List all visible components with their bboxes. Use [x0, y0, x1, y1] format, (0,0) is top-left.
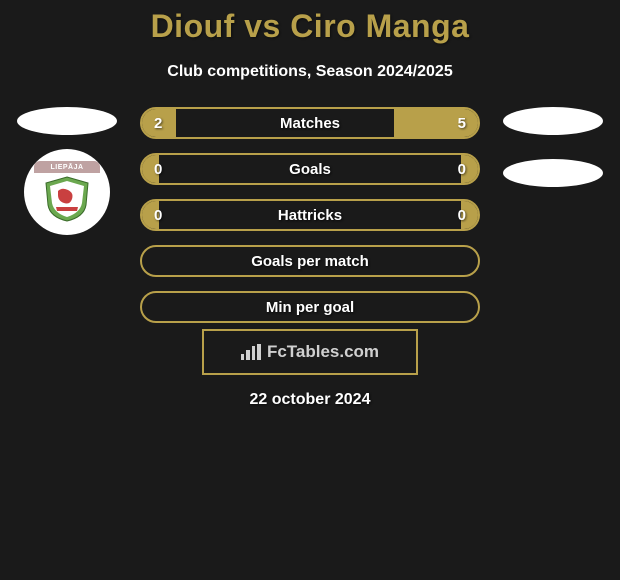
badge-shield: [42, 175, 92, 223]
stats-column: 2 Matches 5 0 Goals 0 0 Hattricks 0 Goal…: [140, 107, 480, 323]
comparison-widget: Diouf vs Ciro Manga Club competitions, S…: [0, 0, 620, 409]
bars-icon: [241, 344, 261, 360]
stat-right-value: 0: [458, 207, 466, 224]
stat-right-value: 0: [458, 161, 466, 178]
player-pill-right-2: [503, 159, 603, 187]
page-title: Diouf vs Ciro Manga: [151, 8, 470, 45]
watermark[interactable]: FcTables.com: [202, 329, 418, 375]
subtitle: Club competitions, Season 2024/2025: [167, 63, 452, 81]
shield-icon: [42, 175, 92, 223]
content-row: LIEPĀJA 2 Matches: [0, 107, 620, 323]
stat-bar-matches: 2 Matches 5: [140, 107, 480, 139]
stat-label: Hattricks: [142, 207, 478, 224]
stat-label: Matches: [142, 115, 478, 132]
stat-bar-mpg: Min per goal: [140, 291, 480, 323]
date-text: 22 october 2024: [250, 391, 371, 409]
stat-bar-gpm: Goals per match: [140, 245, 480, 277]
stat-label: Goals: [142, 161, 478, 178]
stat-bar-hattricks: 0 Hattricks 0: [140, 199, 480, 231]
badge-inner: LIEPĀJA: [32, 157, 102, 227]
left-column: LIEPĀJA: [12, 107, 122, 235]
stat-bar-goals: 0 Goals 0: [140, 153, 480, 185]
stat-label: Min per goal: [142, 299, 478, 316]
stat-label: Goals per match: [142, 253, 478, 270]
player-pill-left: [17, 107, 117, 135]
badge-banner: LIEPĀJA: [34, 161, 100, 173]
right-column: [498, 107, 608, 187]
badge-banner-text: LIEPĀJA: [50, 164, 83, 171]
club-badge-left: LIEPĀJA: [24, 149, 110, 235]
player-pill-right-1: [503, 107, 603, 135]
stat-right-value: 5: [458, 115, 466, 132]
watermark-text: FcTables.com: [267, 342, 379, 362]
